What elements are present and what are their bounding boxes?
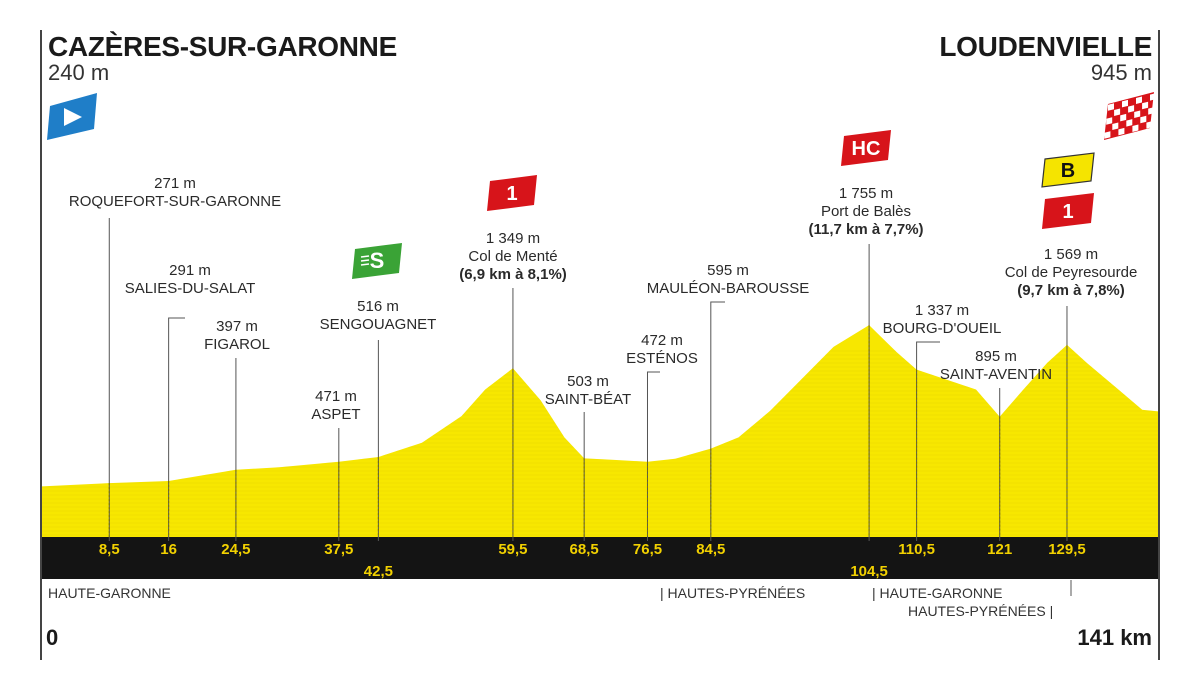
point-altitude: 516 m: [357, 298, 399, 315]
climb-gradient: (9,7 km à 7,8%): [1017, 282, 1125, 299]
point-name: SALIES-DU-SALAT: [124, 280, 256, 297]
km-tick-label: 24,5: [221, 541, 251, 558]
climb-category-badge: HC: [841, 130, 891, 166]
km-tick-label: 121: [987, 541, 1013, 558]
point-name: Col de Menté: [468, 248, 558, 265]
km-tick-label: 110,5: [898, 541, 935, 558]
point-altitude: 1 569 m: [1043, 246, 1099, 263]
point-name: BOURG-D'OUEIL: [882, 320, 1002, 337]
point-label: 271 m ROQUEFORT-SUR-GARONNE: [69, 175, 281, 211]
point-name: ESTÉNOS: [626, 350, 698, 367]
profile-area: [42, 325, 1158, 537]
region-label: HAUTES-PYRÉNÉES |: [908, 603, 1054, 619]
climb-gradient: (6,9 km à 8,1%): [459, 266, 567, 283]
point-name: MAULÉON-BAROUSSE: [646, 280, 810, 297]
leader-line: [646, 371, 660, 541]
point-label: 1 349 m Col de Menté (6,9 km à 8,1%): [459, 230, 567, 284]
point-altitude: 271 m: [154, 175, 196, 192]
km-tick-label: 8,5: [98, 541, 120, 558]
km-tick-label: 68,5: [569, 541, 599, 558]
point-altitude: 291 m: [169, 262, 211, 279]
point-label: 1 569 m Col de Peyresourde (9,7 km à 7,8%): [1005, 246, 1138, 300]
point-altitude: 471 m: [315, 388, 357, 405]
bonus-badge: B: [1041, 152, 1095, 188]
badge-text: HC: [852, 138, 881, 160]
point-name: FIGAROL: [204, 336, 270, 353]
point-label: 1 337 m BOURG-D'OUEIL: [883, 302, 1002, 338]
point-name: SAINT-BÉAT: [544, 391, 632, 408]
speed-line: [360, 263, 370, 266]
km-tick-label: 84,5: [696, 541, 726, 558]
climb-gradient: (11,7 km à 7,7%): [808, 221, 924, 238]
sprint-badge: S: [352, 243, 402, 279]
point-name: ROQUEFORT-SUR-GARONNE: [68, 193, 282, 210]
point-name: Port de Balès: [820, 203, 912, 220]
point-label: 472 m ESTÉNOS: [626, 332, 698, 368]
point-name: SAINT-AVENTIN: [939, 366, 1053, 383]
point-altitude: 472 m: [641, 332, 683, 349]
point-name: SENGOUAGNET: [319, 316, 437, 333]
point-altitude: 503 m: [567, 373, 609, 390]
region-label: | HAUTES-PYRÉNÉES: [660, 585, 806, 601]
km-tick-label: 16: [160, 541, 177, 558]
point-altitude: 397 m: [216, 318, 258, 335]
climb-category-badge: 1: [487, 175, 537, 211]
km-tick-label: 42,5: [363, 563, 393, 580]
point-altitude: 1 349 m: [485, 230, 541, 247]
badge-text: 1: [506, 183, 517, 205]
point-label: 471 m ASPET: [311, 388, 360, 424]
km-tick-label: 76,5: [632, 541, 663, 558]
region-label: HAUTE-GARONNE: [48, 585, 171, 601]
point-altitude: 1 755 m: [838, 185, 894, 202]
axis-start-label: 0: [46, 625, 59, 650]
km-tick-label: 59,5: [498, 541, 528, 558]
finish-town-name: LOUDENVIELLE: [939, 31, 1152, 62]
left-frame-line: [40, 30, 42, 660]
checkered-flag-icon: [1104, 92, 1156, 140]
speed-line: [360, 255, 370, 258]
start-town-name: CAZÈRES-SUR-GARONNE: [48, 31, 397, 62]
point-altitude: 895 m: [975, 348, 1017, 365]
region-label: | HAUTE-GARONNE: [872, 585, 1003, 601]
point-label: 595 m MAULÉON-BAROUSSE: [647, 262, 810, 298]
leader-line: [168, 317, 185, 541]
point-name: Col de Peyresourde: [1004, 264, 1138, 281]
point-altitude: 595 m: [707, 262, 749, 279]
badge-text: B: [1061, 160, 1075, 182]
point-label: 397 m FIGAROL: [204, 318, 270, 354]
distance-band: [42, 537, 1158, 579]
start-altitude: 240 m: [48, 60, 110, 85]
point-label: 291 m SALIES-DU-SALAT: [125, 262, 256, 298]
point-name: ASPET: [311, 406, 361, 423]
point-altitude: 1 337 m: [914, 302, 970, 319]
climb-category-badge: 1: [1042, 193, 1094, 229]
point-label: 516 m SENGOUAGNET: [320, 298, 437, 334]
badge-text: 1: [1062, 201, 1073, 223]
km-tick-label: 129,5: [1048, 541, 1086, 558]
km-tick-label: 37,5: [324, 541, 354, 558]
start-flag-icon: [47, 93, 97, 140]
point-label: 503 m SAINT-BÉAT: [545, 373, 631, 409]
km-tick-label: 104,5: [850, 563, 888, 580]
point-label: 895 m SAINT-AVENTIN: [940, 348, 1052, 384]
axis-end-label: 141 km: [1077, 625, 1152, 650]
speed-line: [360, 259, 370, 262]
right-frame-line: [1158, 30, 1160, 660]
badge-text: S: [370, 248, 385, 273]
finish-altitude: 945 m: [1090, 60, 1152, 85]
point-label: 1 755 m Port de Balès (11,7 km à 7,7%): [808, 185, 923, 239]
